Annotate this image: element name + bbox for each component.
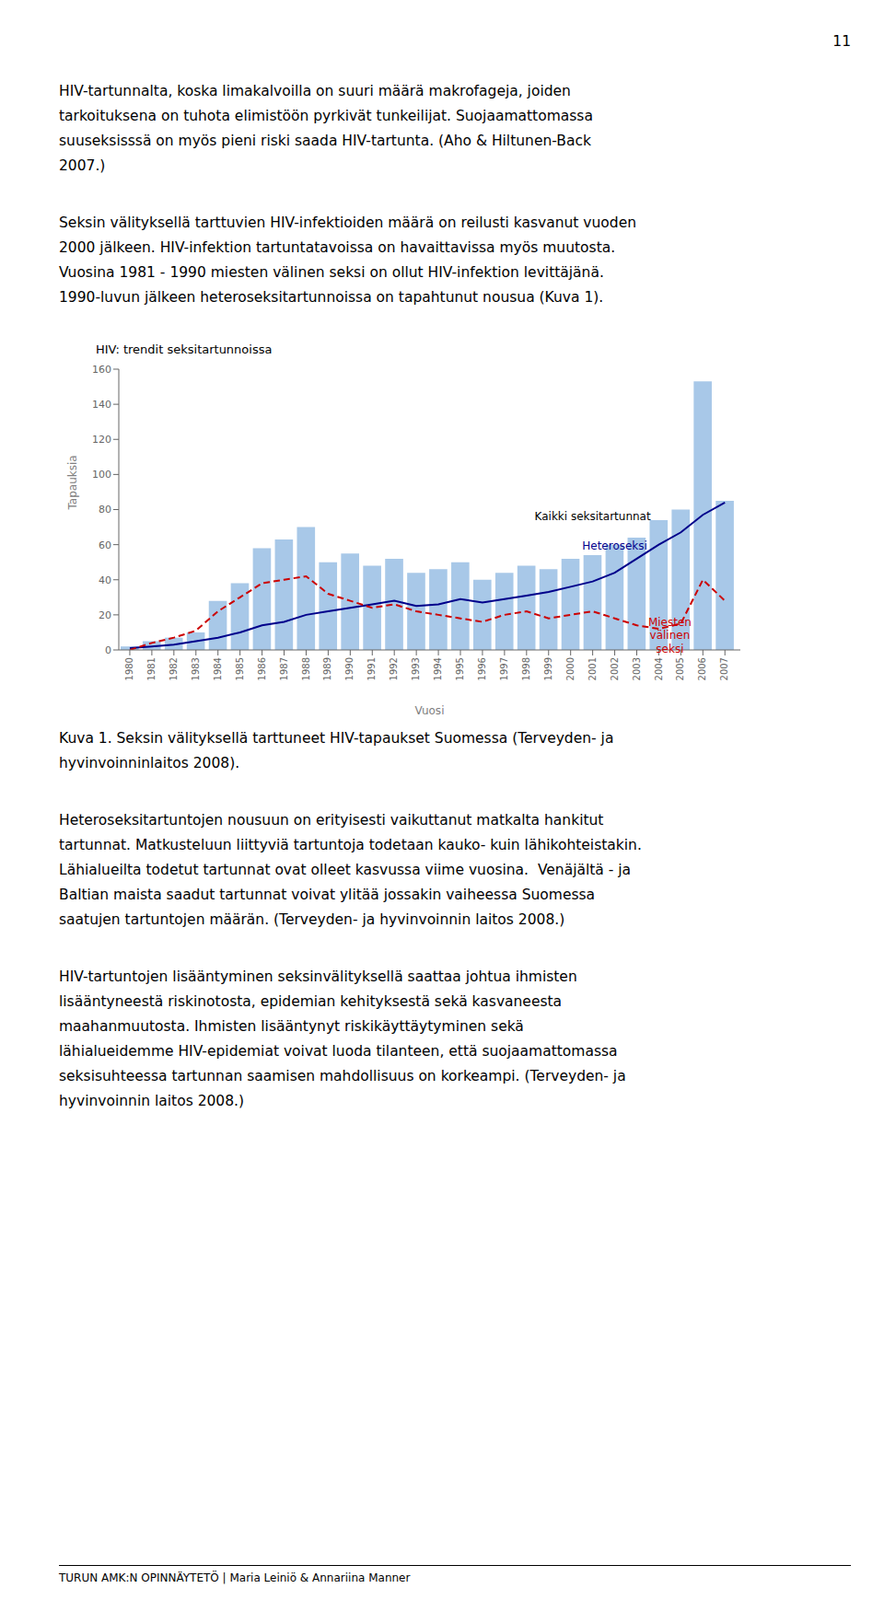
svg-text:1989: 1989: [322, 657, 333, 681]
svg-text:2001: 2001: [587, 657, 598, 681]
html-text:maahanmuutosta. Ihmisten lisää: maahanmuutosta. Ihmisten lisääntynyt ris…: [58, 1018, 524, 1036]
svg-text:1990: 1990: [344, 657, 355, 681]
svg-text:40: 40: [98, 574, 112, 587]
html-text:Lähialueilta todetut tartunnat: Lähialueilta todetut tartunnat ovat olle…: [58, 861, 631, 879]
html-text:TURUN AMK:N OPINNÄYTETÖ | Mari: TURUN AMK:N OPINNÄYTETÖ | Maria Leiniö &…: [58, 1571, 411, 1585]
svg-text:Heteroseksi: Heteroseksi: [581, 539, 648, 553]
svg-text:1988: 1988: [301, 657, 312, 681]
html-text:suuseksisssä on myös pieni ris: suuseksisssä on myös pieni riski saada H…: [58, 132, 592, 150]
html-text:seksisuhteessa tartunnan saami: seksisuhteessa tartunnan saamisen mahdol…: [58, 1068, 626, 1085]
svg-text:2004: 2004: [653, 657, 664, 681]
svg-text:80: 80: [98, 503, 112, 516]
html-text:Seksin välityksellä tarttuvien: Seksin välityksellä tarttuvien HIV-infek…: [58, 214, 637, 232]
html-text:Heteroseksitartuntojen nousuun: Heteroseksitartuntojen nousuun on erityi…: [58, 812, 604, 829]
svg-text:1983: 1983: [190, 657, 201, 681]
svg-text:Tapauksia: Tapauksia: [66, 454, 80, 511]
svg-text:2007: 2007: [719, 657, 730, 681]
svg-text:60: 60: [98, 539, 112, 552]
html-text:11: 11: [832, 33, 851, 50]
html-text:lisääntyneestä riskinotosta, e: lisääntyneestä riskinotosta, epidemian k…: [58, 993, 562, 1011]
svg-text:2003: 2003: [631, 657, 642, 681]
html-text:Vuosina 1981 - 1990 miesten vä: Vuosina 1981 - 1990 miesten välinen seks…: [58, 264, 604, 281]
svg-text:1992: 1992: [388, 657, 399, 681]
svg-text:1996: 1996: [476, 657, 488, 681]
html-text:saatujen tartuntojen määrän. (: saatujen tartuntojen määrän. (Terveyden-…: [58, 911, 565, 929]
html-text:2000 jälkeen. HIV-infektion ta: 2000 jälkeen. HIV-infektion tartuntatavo…: [58, 239, 616, 256]
html-text:2007.): 2007.): [58, 157, 106, 175]
svg-text:1993: 1993: [410, 657, 421, 681]
svg-text:2002: 2002: [609, 657, 620, 681]
svg-text:1985: 1985: [234, 657, 245, 681]
svg-text:100: 100: [92, 468, 112, 481]
svg-text:Kaikki seksitartunnat: Kaikki seksitartunnat: [535, 510, 652, 524]
html-text:tarkoituksena on tuhota elimis: tarkoituksena on tuhota elimistöön pyrki…: [58, 107, 593, 125]
svg-text:1995: 1995: [454, 657, 466, 681]
svg-text:1987: 1987: [279, 657, 290, 681]
html-text:hyvinvoinnin laitos 2008.): hyvinvoinnin laitos 2008.): [58, 1093, 245, 1110]
html-text:lähialueidemme HIV-epidemiat v: lähialueidemme HIV-epidemiat voivat luod…: [58, 1043, 618, 1060]
svg-text:1991: 1991: [366, 657, 377, 681]
svg-text:1984: 1984: [212, 657, 223, 681]
svg-text:1994: 1994: [432, 657, 443, 681]
svg-text:2006: 2006: [697, 657, 708, 681]
html-text:Baltian maista saadut tartunna: Baltian maista saadut tartunnat voivat y…: [58, 886, 595, 904]
svg-text:0: 0: [104, 644, 112, 657]
html-text:HIV-tartuntojen lisääntyminen: HIV-tartuntojen lisääntyminen seksinväli…: [58, 968, 578, 986]
svg-text:2000: 2000: [565, 657, 576, 681]
html-text:tartunnat. Matkusteluun liitty: tartunnat. Matkusteluun liittyviä tartun…: [58, 837, 642, 854]
html-text:HIV: trendit seksitartunnoissa: HIV: trendit seksitartunnoissa: [95, 342, 273, 357]
svg-text:1999: 1999: [543, 657, 554, 681]
html-text:hyvinvoinninlaitos 2008).: hyvinvoinninlaitos 2008).: [58, 755, 240, 772]
svg-text:Vuosi: Vuosi: [415, 704, 445, 718]
svg-text:1998: 1998: [521, 657, 532, 681]
svg-text:1982: 1982: [168, 657, 179, 681]
svg-text:Miestenvälinenseksi: Miestenvälinenseksi: [648, 616, 692, 656]
svg-text:120: 120: [92, 433, 112, 446]
svg-text:20: 20: [98, 609, 112, 622]
svg-text:160: 160: [92, 363, 112, 376]
svg-text:1981: 1981: [146, 657, 157, 681]
html-text:HIV-tartunnalta, koska limakal: HIV-tartunnalta, koska limakalvoilla on …: [58, 82, 571, 100]
svg-text:1997: 1997: [499, 657, 510, 681]
html-text:Kuva 1. Seksin välityksellä ta: Kuva 1. Seksin välityksellä tarttuneet H…: [58, 730, 614, 747]
svg-text:1986: 1986: [256, 657, 268, 681]
svg-text:140: 140: [92, 398, 112, 411]
html-text:1990-luvun jälkeen heteroseksi: 1990-luvun jälkeen heteroseksitartunnois…: [58, 289, 604, 306]
svg-text:2005: 2005: [674, 657, 686, 681]
svg-text:1980: 1980: [124, 657, 135, 681]
